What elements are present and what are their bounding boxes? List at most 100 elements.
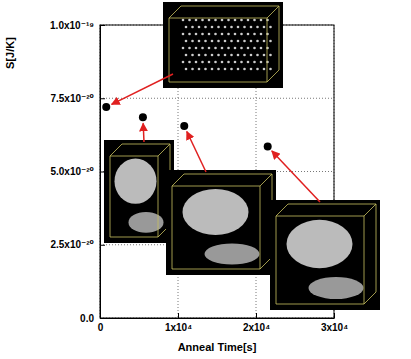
inset-texture bbox=[204, 68, 207, 71]
x-tick-label: 0 bbox=[98, 322, 104, 333]
inset-texture bbox=[269, 68, 272, 71]
inset-texture bbox=[182, 61, 185, 64]
inset-frame bbox=[110, 144, 170, 237]
inset-texture bbox=[188, 33, 191, 36]
inset-texture bbox=[263, 68, 266, 71]
inset-texture bbox=[201, 61, 204, 64]
inset-texture bbox=[195, 61, 198, 64]
inset-texture bbox=[214, 19, 217, 22]
y-tick: 0.0 bbox=[80, 313, 105, 324]
inset-texture bbox=[287, 220, 353, 268]
inset-texture bbox=[208, 33, 211, 36]
x-axis: 01x10⁴2x10⁴3x10⁴ bbox=[98, 313, 348, 333]
x-tick-label: 1x10⁴ bbox=[165, 322, 192, 333]
inset-texture bbox=[237, 40, 240, 43]
y-tick-label: 0.0 bbox=[80, 313, 94, 324]
inset-background bbox=[104, 140, 174, 243]
inset-texture bbox=[221, 61, 224, 64]
inset-texture bbox=[243, 26, 246, 29]
inset-texture bbox=[266, 33, 269, 36]
inset-texture bbox=[182, 47, 185, 50]
inset-texture bbox=[247, 19, 250, 22]
inset-texture bbox=[198, 68, 201, 71]
inset-texture bbox=[185, 26, 188, 29]
inset-image bbox=[270, 200, 380, 310]
inset-texture bbox=[115, 159, 157, 204]
inset-texture bbox=[214, 61, 217, 64]
y-tick-label: 2.5x10⁻²⁰ bbox=[50, 239, 94, 250]
inset-texture bbox=[185, 40, 188, 43]
inset-texture bbox=[250, 54, 253, 57]
inset-texture bbox=[217, 26, 220, 29]
y-tick-mark bbox=[100, 25, 105, 26]
inset-texture bbox=[211, 68, 214, 71]
inset-texture bbox=[208, 61, 211, 64]
inset-image bbox=[104, 140, 174, 243]
inset-texture bbox=[263, 40, 266, 43]
inset-texture bbox=[250, 68, 253, 71]
y-axis: 0.0 2.5x10⁻²⁰ 5.0x10⁻²⁰ 7.5x10⁻²⁰ 1.0x10⁻¹⁹ bbox=[50, 20, 105, 324]
inset-texture bbox=[201, 47, 204, 50]
arrow bbox=[187, 132, 206, 172]
inset-texture bbox=[240, 61, 243, 64]
inset-texture bbox=[224, 54, 227, 57]
inset-texture bbox=[198, 26, 201, 29]
inset-texture bbox=[266, 47, 269, 50]
arrow bbox=[272, 151, 320, 202]
y-tick-label: 5.0x10⁻²⁰ bbox=[50, 166, 94, 177]
inset-texture bbox=[201, 33, 204, 36]
inset-texture bbox=[185, 68, 188, 71]
inset-texture bbox=[237, 26, 240, 29]
inset-texture bbox=[237, 68, 240, 71]
arrow bbox=[142, 123, 144, 142]
inset-texture bbox=[230, 26, 233, 29]
inset-texture bbox=[182, 19, 185, 22]
x-tick-mark bbox=[256, 313, 257, 318]
inset-texture bbox=[204, 26, 207, 29]
inset-texture bbox=[243, 40, 246, 43]
arrow bbox=[112, 74, 173, 104]
inset-texture bbox=[234, 33, 237, 36]
inset-texture bbox=[256, 68, 259, 71]
inset-texture bbox=[253, 33, 256, 36]
inset-texture bbox=[221, 33, 224, 36]
inset-texture bbox=[256, 40, 259, 43]
inset-texture bbox=[230, 54, 233, 57]
y-tick: 5.0x10⁻²⁰ bbox=[50, 166, 105, 177]
x-axis-title: Anneal Time[s] bbox=[178, 341, 257, 353]
y-tick: 1.0x10⁻¹⁹ bbox=[50, 20, 105, 31]
inset-texture bbox=[309, 277, 364, 299]
y-tick-mark bbox=[100, 98, 105, 99]
inset-texture bbox=[224, 68, 227, 71]
inset-texture bbox=[191, 68, 194, 71]
inset-texture bbox=[240, 47, 243, 50]
inset-background bbox=[270, 200, 380, 310]
inset-texture bbox=[188, 61, 191, 64]
y-tick: 7.5x10⁻²⁰ bbox=[50, 93, 105, 104]
inset-texture bbox=[247, 47, 250, 50]
inset-texture bbox=[260, 47, 263, 50]
inset-texture bbox=[263, 26, 266, 29]
x-axis-line bbox=[101, 318, 335, 319]
y-tick-label: 1.0x10⁻¹⁹ bbox=[50, 20, 94, 31]
x-tick-label: 3x10⁴ bbox=[321, 322, 348, 333]
inset-texture bbox=[208, 47, 211, 50]
inset-texture bbox=[263, 54, 266, 57]
point bbox=[264, 143, 272, 151]
x-tick-mark bbox=[178, 313, 179, 318]
inset-texture bbox=[195, 47, 198, 50]
inset-texture bbox=[217, 54, 220, 57]
inset-texture bbox=[256, 26, 259, 29]
inset-texture bbox=[214, 47, 217, 50]
inset-texture bbox=[221, 19, 224, 22]
inset-texture bbox=[183, 189, 249, 235]
inset-texture bbox=[253, 61, 256, 64]
inset-texture bbox=[260, 61, 263, 64]
inset-texture bbox=[211, 40, 214, 43]
inset-texture bbox=[198, 54, 201, 57]
inset-background bbox=[166, 170, 276, 275]
inset-texture bbox=[214, 33, 217, 36]
inset-frame bbox=[172, 174, 272, 269]
inset-texture bbox=[227, 61, 230, 64]
inset-texture bbox=[224, 26, 227, 29]
